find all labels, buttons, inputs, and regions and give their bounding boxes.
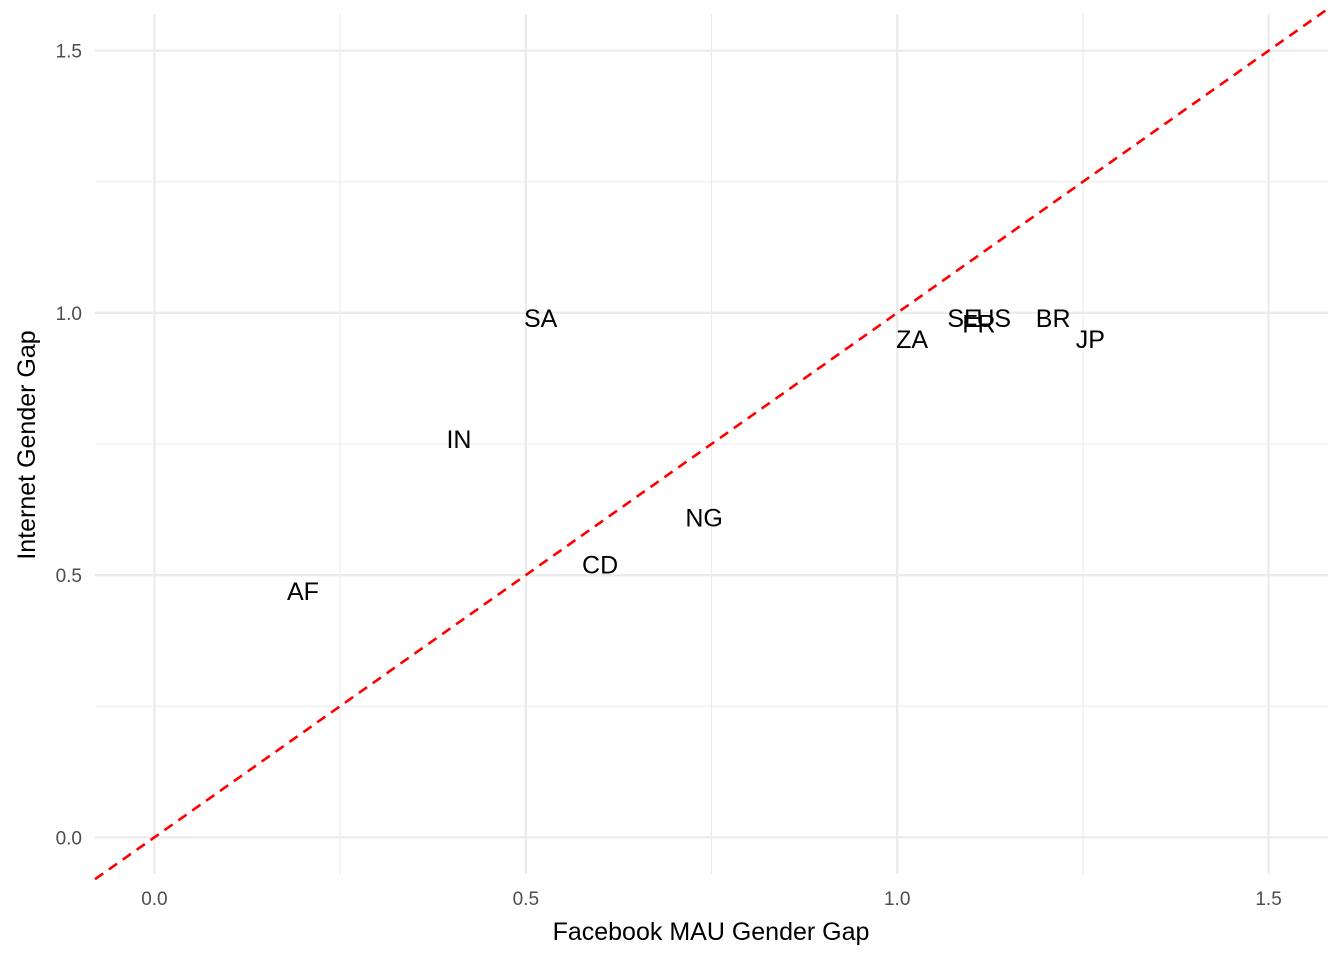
y-tick-label: 0.5	[56, 566, 82, 587]
y-tick-label: 1.0	[56, 304, 82, 325]
x-tick-label: 1.0	[884, 889, 910, 910]
y-tick-label: 1.5	[56, 42, 82, 63]
x-tick-label: 1.5	[1255, 889, 1281, 910]
y-tick-label: 0.0	[56, 828, 82, 849]
reference-line-layer	[94, 7, 1329, 881]
point-label-sa: SA	[524, 305, 558, 333]
major-gridlines	[95, 14, 1328, 874]
x-tick-label: 0.5	[513, 889, 539, 910]
point-label-fr: FR	[962, 310, 995, 338]
point-label-jp: JP	[1076, 326, 1105, 354]
point-label-us: US	[976, 305, 1011, 333]
point-label-cd: CD	[582, 552, 618, 580]
point-label-in: IN	[446, 426, 471, 454]
y-axis-title: Internet Gender Gap	[13, 330, 41, 559]
point-label-ng: NG	[685, 504, 723, 532]
y-axis-ticks: 0.0 0.5 1.0 1.5	[56, 42, 82, 850]
x-tick-label: 0.0	[141, 889, 167, 910]
point-label-se: SE	[947, 305, 980, 333]
x-axis-ticks: 0.0 0.5 1.0 1.5	[141, 889, 1282, 910]
point-label-af: AF	[287, 578, 319, 606]
reference-line-y-equals-x	[94, 7, 1329, 881]
x-axis-title: Facebook MAU Gender Gap	[553, 918, 870, 946]
point-label-za: ZA	[896, 326, 928, 354]
point-label-br: BR	[1036, 305, 1071, 333]
